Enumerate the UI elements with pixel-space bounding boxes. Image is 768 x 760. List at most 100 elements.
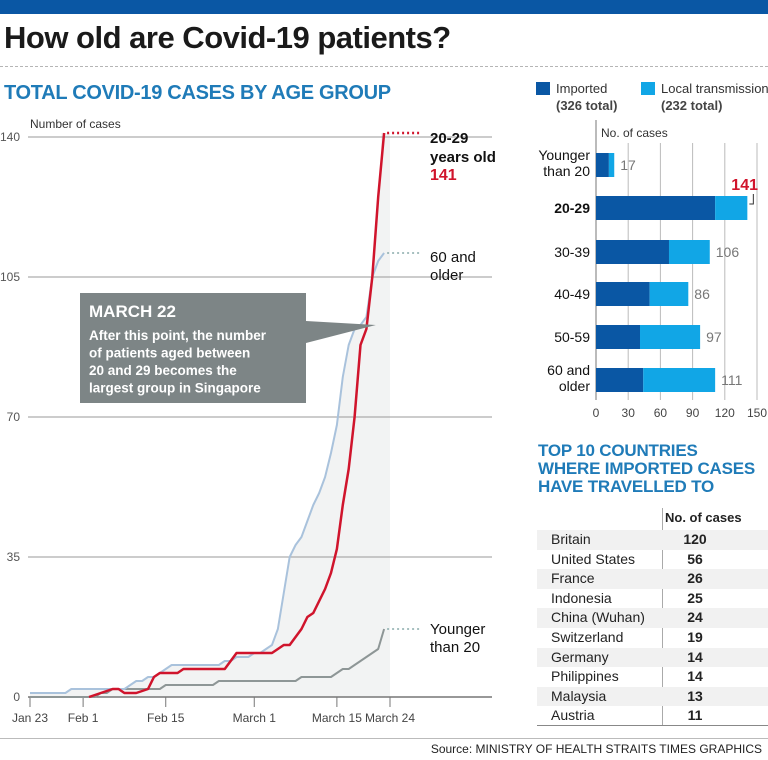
table-title-line: TOP 10 COUNTRIES [538, 441, 698, 460]
annotation-title: MARCH 22 [89, 302, 176, 321]
bar-x-tick-label: 150 [747, 406, 767, 420]
x-tick-label: Feb 1 [68, 711, 99, 725]
footer-divider [0, 738, 768, 739]
table-header: No. of cases [537, 508, 768, 530]
country-name: China (Wuhan) [551, 609, 645, 626]
x-tick-label: Jan 23 [12, 711, 48, 725]
bar-local [643, 368, 716, 392]
legend-swatch-local [641, 82, 655, 95]
case-count: 56 [687, 550, 703, 567]
label-younger-20: than 20 [430, 639, 480, 656]
x-tick-label: March 24 [365, 711, 415, 725]
country-name: United States [551, 550, 636, 567]
bar-imported [596, 325, 641, 349]
table-title-line: WHERE IMPORTED CASES [538, 459, 756, 478]
legend-imported-label: Imported [556, 81, 608, 96]
bar-x-tick-label: 30 [622, 406, 636, 420]
label-20-29: 20-29 [430, 130, 468, 147]
y-tick-label: 35 [7, 550, 21, 564]
legend-local-total: (232 total) [661, 98, 723, 113]
table-row: France 26 [537, 569, 768, 589]
series-line-20-29 [88, 132, 386, 699]
country-name: Britain [551, 531, 591, 547]
case-count: 25 [687, 589, 703, 606]
country-name: Austria [551, 707, 595, 724]
bar-category-label: 50-59 [554, 329, 590, 345]
label-60-older: older [430, 267, 463, 284]
bar-category-label: 60 and [547, 362, 590, 378]
bar-total-label: 97 [706, 329, 722, 345]
bar-imported [596, 153, 609, 177]
y-tick-label: 105 [0, 270, 20, 284]
bar-category-label: 30-39 [554, 244, 590, 260]
x-tick-label: March 15 [312, 711, 362, 725]
top-banner [0, 0, 768, 14]
countries-table: No. of cases Britain 120 United States 56 Fr… [537, 508, 768, 726]
bar-total-label: 111 [721, 372, 742, 388]
table-row: Austria 11 [537, 706, 768, 726]
bar-category-label: Younger [538, 147, 590, 163]
case-count: 19 [687, 628, 703, 645]
table-body: Britain 120 United States 56 France 26 Indones… [537, 530, 768, 726]
bar-total-label: 141 [731, 177, 758, 194]
case-count: 26 [687, 570, 703, 587]
table-title: TOP 10 COUNTRIES WHERE IMPORTED CASES HA… [538, 442, 755, 496]
table-row: Germany 14 [537, 647, 768, 668]
case-count: 13 [687, 687, 703, 704]
country-name: France [551, 570, 595, 587]
case-count: 11 [687, 707, 703, 724]
x-tick-label: March 1 [233, 711, 277, 725]
annotation-body-line: of patients aged between [89, 346, 250, 361]
title-divider [0, 66, 768, 67]
case-count: 14 [687, 668, 703, 685]
case-count: 14 [687, 648, 703, 665]
x-tick-label: Feb 15 [147, 711, 185, 725]
table-row: Indonesia 25 [537, 589, 768, 609]
annotation-body-line: largest group in Singapore [89, 381, 261, 396]
country-name: Philippines [551, 668, 619, 685]
bar-x-axis-title: No. of cases [601, 126, 668, 140]
case-count: 120 [683, 531, 707, 547]
label-20-29: years old [430, 149, 496, 166]
bar-category-label: 40-49 [554, 286, 590, 302]
table-row: United States 56 [537, 550, 768, 570]
label-younger-20: Younger [430, 621, 485, 638]
table-row: China (Wuhan) 24 [537, 608, 768, 628]
label-20-29-value: 141 [430, 167, 457, 184]
bar-local [715, 196, 748, 220]
line-chart: Number of cases 0 35 70 105 140 Jan 23 Feb 1 Feb… [0, 117, 496, 725]
chart-subtitle: TOTAL COVID-19 CASES BY AGE GROUP [4, 82, 391, 104]
shaded-column [381, 133, 390, 697]
bar-x-tick-label: 60 [654, 406, 668, 420]
label-60-older: 60 and [430, 249, 476, 266]
table-row: Philippines 14 [537, 667, 768, 687]
bar-category-label: older [559, 378, 590, 394]
shaded-area [30, 133, 390, 697]
bar-local [608, 153, 615, 177]
bar-x-tick-label: 0 [593, 406, 600, 420]
country-name: Indonesia [551, 589, 612, 606]
bar-imported [596, 368, 644, 392]
bar-category-label: 20-29 [554, 200, 590, 216]
y-axis-label: Number of cases [30, 117, 121, 131]
page-title: How old are Covid-19 patients? [4, 20, 451, 55]
bar-local [668, 240, 710, 264]
case-count: 24 [687, 609, 703, 626]
table-row: Malaysia 13 [537, 686, 768, 707]
legend-local-label: Local transmission [661, 81, 768, 96]
annotation-box [80, 293, 306, 403]
bar-category-label: than 20 [543, 163, 590, 179]
bar-total-leader [749, 194, 754, 205]
bar-imported [596, 196, 716, 220]
table-row: Britain 120 [537, 530, 768, 550]
country-name: Switzerland [551, 628, 624, 645]
bar-x-tick-label: 90 [686, 406, 700, 420]
country-name: Germany [551, 648, 609, 665]
bar-local [640, 325, 701, 349]
legend-imported-total: (326 total) [556, 98, 618, 113]
table-title-line: HAVE TRAVELLED TO [538, 477, 715, 496]
bar-imported [596, 282, 650, 306]
table-row: Switzerland 19 [537, 628, 768, 648]
